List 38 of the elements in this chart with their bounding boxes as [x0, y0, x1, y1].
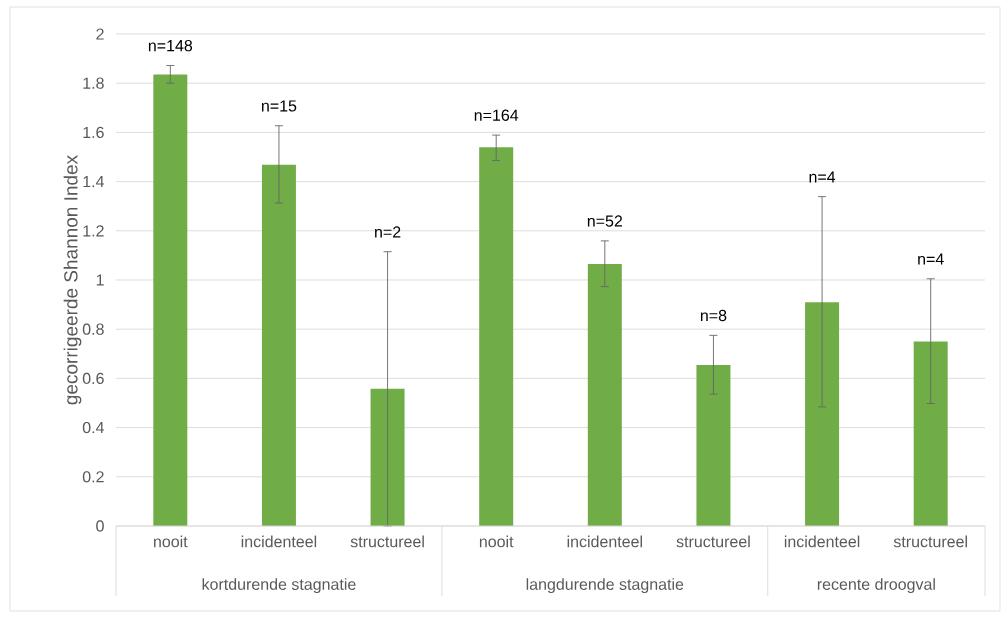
bar — [261, 164, 296, 526]
x-tick-label: structureel — [350, 535, 424, 548]
text: recente droogval — [817, 578, 935, 594]
x-tick-label: nooit — [479, 535, 514, 548]
annotation: n=52 — [587, 215, 623, 227]
bar — [587, 264, 622, 526]
y-tick-label: 1.6 — [83, 126, 104, 139]
y-tick-label: 0.4 — [82, 421, 104, 434]
annotation: n=15 — [261, 100, 297, 112]
y-tick-label: 1 — [96, 274, 104, 286]
y-tick-label: 0 — [96, 520, 104, 532]
bar — [696, 365, 731, 526]
y-tick-label: 1.4 — [83, 176, 104, 188]
annotation: n=164 — [474, 109, 519, 121]
y-tick-label: 1.8 — [83, 77, 104, 89]
y-tick-label: 0.8 — [82, 323, 104, 335]
x-tick-label: incidenteel — [241, 535, 317, 548]
x-tick-label: incidenteel — [567, 535, 642, 548]
annotation: n=4 — [918, 253, 944, 265]
annotation: n=8 — [700, 309, 727, 322]
x-tick-label: incidenteel — [784, 535, 860, 548]
x-tick-label: structureel — [893, 535, 967, 548]
x-tick-label: nooit — [154, 535, 188, 548]
text: kortdurende stagnatie — [202, 578, 356, 594]
y-tick-label: 0.2 — [82, 471, 104, 483]
bar — [479, 147, 514, 526]
text: langdurende stagnatie — [526, 578, 684, 594]
annotation: n=4 — [809, 171, 836, 183]
y-tick-label: 0.6 — [82, 372, 104, 385]
y-tick-label: 1.2 — [83, 225, 104, 237]
y-tick-label: 2 — [96, 28, 104, 40]
annotation: n=148 — [148, 39, 193, 52]
annotation: n=2 — [375, 226, 401, 238]
y-axis-title: gecorrigeerde Shannon Index — [63, 155, 82, 405]
x-tick-label: structureel — [676, 535, 750, 548]
bar — [913, 341, 948, 526]
bar — [153, 74, 188, 526]
bar — [805, 302, 840, 526]
